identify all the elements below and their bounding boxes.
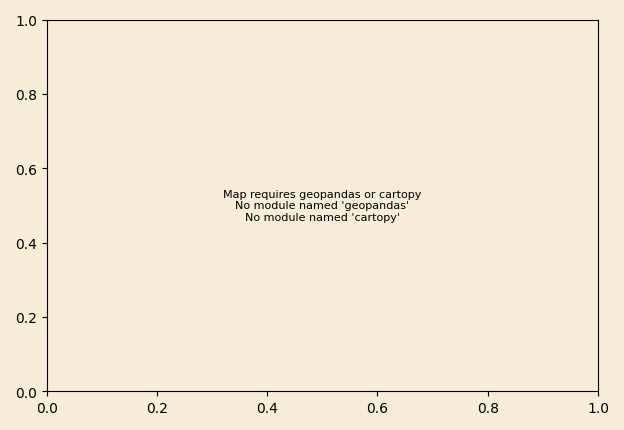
Text: Map requires geopandas or cartopy
No module named 'geopandas'
No module named 'c: Map requires geopandas or cartopy No mod… [223,189,422,222]
